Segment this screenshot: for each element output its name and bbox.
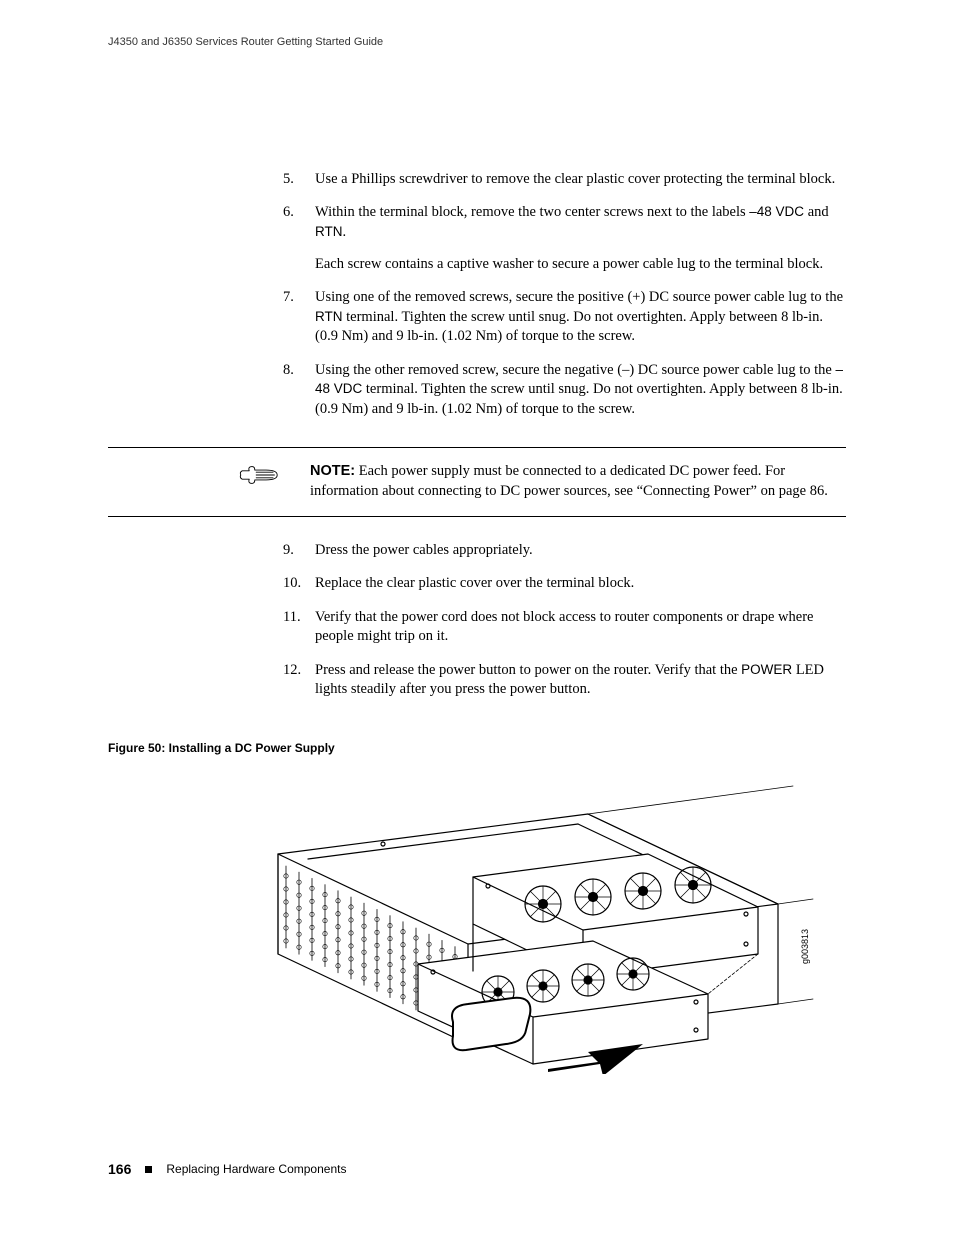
step-number: 5.	[283, 170, 315, 190]
figure-label: g003813	[800, 929, 810, 964]
step-paragraph: Within the terminal block, remove the tw…	[315, 203, 846, 242]
step-body: Using one of the removed screws, secure …	[315, 288, 846, 347]
step-number: 8.	[283, 361, 315, 420]
inline-code-label: POWER	[741, 662, 792, 677]
step-number: 10.	[283, 574, 315, 594]
note-text: NOTE: Each power supply must be connecte…	[310, 462, 846, 501]
note-rule-bottom	[108, 516, 846, 517]
step-paragraph: Dress the power cables appropriately.	[315, 541, 846, 561]
step-item: 8.Using the other removed screw, secure …	[283, 361, 846, 420]
step-body: Use a Phillips screwdriver to remove the…	[315, 170, 846, 190]
text-run: Dress the power cables appropriately.	[315, 542, 533, 558]
figure-caption: Figure 50: Installing a DC Power Supply	[108, 740, 846, 756]
text-run: Each screw contains a captive washer to …	[315, 256, 823, 272]
step-paragraph: Each screw contains a captive washer to …	[315, 255, 846, 275]
step-body: Press and release the power button to po…	[315, 661, 846, 700]
steps-list-a: 5.Use a Phillips screwdriver to remove t…	[283, 170, 846, 420]
step-body: Replace the clear plastic cover over the…	[315, 574, 846, 594]
step-paragraph: Using the other removed screw, secure th…	[315, 361, 846, 420]
running-header: J4350 and J6350 Services Router Getting …	[108, 35, 846, 50]
page-number: 166	[108, 1160, 131, 1179]
step-body: Verify that the power cord does not bloc…	[315, 608, 846, 647]
step-item: 12.Press and release the power button to…	[283, 661, 846, 700]
steps-list-b: 9.Dress the power cables appropriately.1…	[283, 541, 846, 700]
text-run: terminal. Tighten the screw until snug. …	[315, 309, 823, 345]
page-footer: 166 Replacing Hardware Components	[108, 1160, 846, 1179]
footer-square-icon	[145, 1166, 152, 1173]
step-number: 11.	[283, 608, 315, 647]
note-lead: NOTE:	[310, 463, 355, 479]
step-number: 12.	[283, 661, 315, 700]
step-item: 10.Replace the clear plastic cover over …	[283, 574, 846, 594]
step-item: 6.Within the terminal block, remove the …	[283, 203, 846, 274]
step-item: 7.Using one of the removed screws, secur…	[283, 288, 846, 347]
step-paragraph: Verify that the power cord does not bloc…	[315, 608, 846, 647]
text-run: Replace the clear plastic cover over the…	[315, 575, 634, 591]
text-run: Within the terminal block, remove the tw…	[315, 204, 749, 220]
step-paragraph: Replace the clear plastic cover over the…	[315, 574, 846, 594]
step-number: 9.	[283, 541, 315, 561]
step-item: 9.Dress the power cables appropriately.	[283, 541, 846, 561]
step-paragraph: Press and release the power button to po…	[315, 661, 846, 700]
note-hand-icon	[238, 462, 298, 495]
text-run: .	[343, 224, 347, 240]
inline-code-label: –48 VDC	[749, 204, 804, 219]
inline-code-label: RTN	[315, 224, 343, 239]
step-body: Dress the power cables appropriately.	[315, 541, 846, 561]
step-number: 6.	[283, 203, 315, 274]
note-block: NOTE: Each power supply must be connecte…	[108, 447, 846, 516]
text-run: and	[804, 204, 829, 220]
step-number: 7.	[283, 288, 315, 347]
step-item: 11.Verify that the power cord does not b…	[283, 608, 846, 647]
footer-section: Replacing Hardware Components	[166, 1161, 346, 1177]
step-paragraph: Using one of the removed screws, secure …	[315, 288, 846, 347]
text-run: Using the other removed screw, secure th…	[315, 362, 835, 378]
text-run: Use a Phillips screwdriver to remove the…	[315, 171, 835, 187]
step-paragraph: Use a Phillips screwdriver to remove the…	[315, 170, 846, 190]
text-run: Press and release the power button to po…	[315, 662, 741, 678]
figure-image: g003813	[248, 774, 846, 1081]
text-run: Using one of the removed screws, secure …	[315, 289, 843, 305]
text-run: terminal. Tighten the screw until snug. …	[315, 381, 843, 417]
note-body: Each power supply must be connected to a…	[310, 463, 828, 499]
step-body: Within the terminal block, remove the tw…	[315, 203, 846, 274]
step-item: 5.Use a Phillips screwdriver to remove t…	[283, 170, 846, 190]
inline-code-label: RTN	[315, 309, 343, 324]
step-body: Using the other removed screw, secure th…	[315, 361, 846, 420]
text-run: Verify that the power cord does not bloc…	[315, 609, 813, 645]
